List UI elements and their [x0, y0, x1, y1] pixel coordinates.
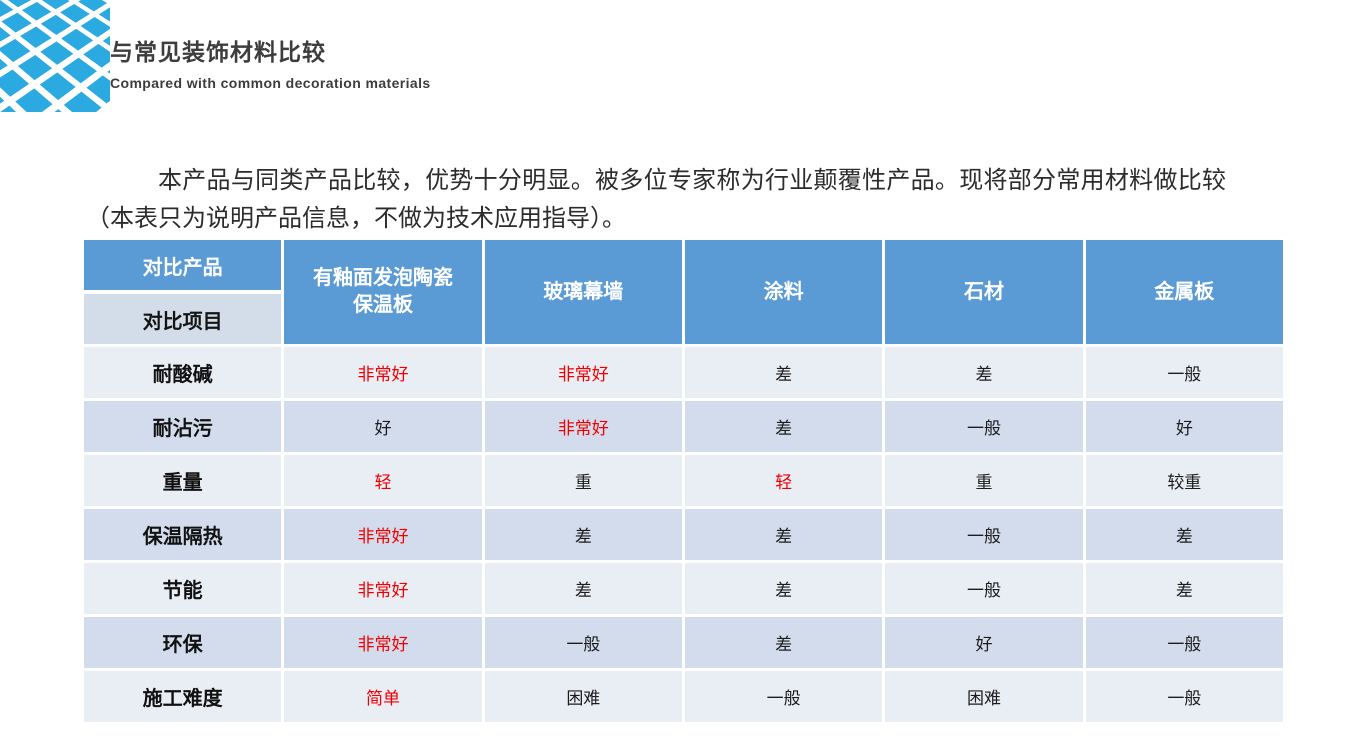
table-cell: 一般 [1085, 347, 1283, 398]
corner-header-cell: 对比产品 对比项目 [84, 240, 282, 344]
table-cell: 重 [885, 455, 1083, 506]
table-cell: 困难 [484, 671, 682, 722]
row-label: 施工难度 [84, 671, 282, 722]
table-cell: 困难 [885, 671, 1083, 722]
table-cell: 差 [484, 509, 682, 560]
tile-grid-graphic [0, 0, 110, 112]
page-title: 与常见装饰材料比较 [110, 39, 326, 65]
column-header: 涂料 [684, 240, 883, 344]
column-header: 石材 [885, 240, 1083, 344]
table-cell: 非常好 [284, 347, 482, 398]
table-cell: 好 [885, 617, 1083, 668]
intro-paragraph: 本产品与同类产品比较，优势十分明显。被多位专家称为行业颠覆性产品。现将部分常用材… [86, 167, 1226, 232]
table-cell: 简单 [284, 671, 482, 722]
row-label: 耐酸碱 [84, 347, 282, 398]
table-cell: 较重 [1085, 455, 1283, 506]
table-cell: 一般 [484, 617, 682, 668]
table-cell: 差 [484, 563, 682, 614]
table-cell: 差 [885, 347, 1083, 398]
row-label: 保温隔热 [84, 509, 282, 560]
table-cell: 一般 [885, 401, 1083, 452]
table-cell: 非常好 [484, 347, 682, 398]
table-cell: 非常好 [284, 617, 482, 668]
comparison-table: 对比产品 对比项目 有釉面发泡陶瓷保温板 玻璃幕墙 涂料 石材 金属板 耐酸碱 非常好 非常好差差… [84, 240, 1283, 722]
table-cell: 差 [684, 347, 883, 398]
table-cell: 差 [1085, 509, 1283, 560]
table-cell: 一般 [885, 563, 1083, 614]
table-cell: 轻 [684, 455, 883, 506]
row-label: 环保 [84, 617, 282, 668]
corner-tile-logo [0, 0, 110, 112]
row-label: 节能 [84, 563, 282, 614]
table-cell: 好 [284, 401, 482, 452]
row-label: 耐沾污 [84, 401, 282, 452]
corner-top-label: 对比产品 [84, 240, 282, 290]
table-cell: 好 [1085, 401, 1283, 452]
table-cell: 一般 [684, 671, 883, 722]
table-cell: 一般 [1085, 671, 1283, 722]
corner-bottom-label: 对比项目 [84, 294, 282, 344]
table-cell: 差 [684, 617, 883, 668]
table-cell: 非常好 [284, 563, 482, 614]
row-label: 重量 [84, 455, 282, 506]
column-header: 有釉面发泡陶瓷保温板 [284, 240, 482, 344]
page-subtitle: Compared with common decoration material… [110, 75, 431, 91]
table-cell: 一般 [1085, 617, 1283, 668]
table-cell: 一般 [885, 509, 1083, 560]
table-cell: 差 [1085, 563, 1283, 614]
table-cell: 重 [484, 455, 682, 506]
section-header: 与常见装饰材料比较 Compared with common decoratio… [110, 33, 431, 91]
table-cell: 非常好 [284, 509, 482, 560]
table-cell: 非常好 [484, 401, 682, 452]
table-cell: 差 [684, 401, 883, 452]
column-header: 金属板 [1085, 240, 1283, 344]
table-cell: 差 [684, 563, 883, 614]
column-header: 玻璃幕墙 [484, 240, 682, 344]
table-cell: 差 [684, 509, 883, 560]
table-cell: 轻 [284, 455, 482, 506]
